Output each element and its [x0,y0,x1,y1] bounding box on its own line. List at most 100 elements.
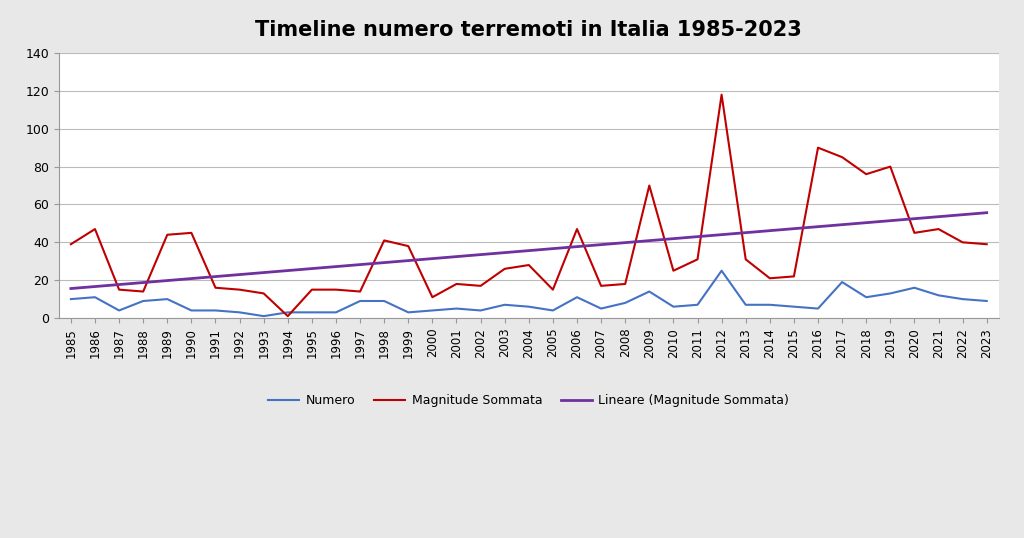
Magnitude Sommata [884,164,896,170]
Numero [908,285,921,291]
Lineare (Magnitude Sommata) [137,279,150,286]
Magnitude Sommata [764,275,776,281]
Magnitude Sommata [933,226,945,232]
Numero [161,296,173,302]
Lineare (Magnitude Sommata) [185,275,198,282]
Magnitude Sommata [860,171,872,178]
Numero [643,288,655,295]
Numero [787,303,800,310]
Magnitude Sommata [570,226,583,232]
Magnitude Sommata [499,266,511,272]
Magnitude Sommata [89,226,101,232]
Magnitude Sommata [908,230,921,236]
Numero [981,298,993,304]
Magnitude Sommata [258,290,270,296]
Magnitude Sommata [739,256,752,263]
Lineare (Magnitude Sommata) [787,225,800,232]
Lineare (Magnitude Sommata) [426,256,438,262]
Lineare (Magnitude Sommata) [716,231,728,238]
Legend: Numero, Magnitude Sommata, Lineare (Magnitude Sommata): Numero, Magnitude Sommata, Lineare (Magn… [263,390,795,413]
Numero [402,309,415,316]
Magnitude Sommata [836,154,848,160]
Magnitude Sommata [378,237,390,244]
Numero [233,309,246,316]
Lineare (Magnitude Sommata) [499,250,511,256]
Lineare (Magnitude Sommata) [330,264,342,270]
Lineare (Magnitude Sommata) [668,236,680,242]
Magnitude Sommata [209,285,221,291]
Lineare (Magnitude Sommata) [884,217,896,224]
Numero [474,307,486,314]
Magnitude Sommata [402,243,415,249]
Line: Lineare (Magnitude Sommata): Lineare (Magnitude Sommata) [71,213,987,288]
Magnitude Sommata [787,273,800,280]
Numero [209,307,221,314]
Lineare (Magnitude Sommata) [764,228,776,234]
Numero [739,302,752,308]
Lineare (Magnitude Sommata) [691,233,703,240]
Lineare (Magnitude Sommata) [547,245,559,252]
Numero [716,267,728,274]
Line: Magnitude Sommata: Magnitude Sommata [71,95,987,316]
Magnitude Sommata [113,286,125,293]
Lineare (Magnitude Sommata) [113,281,125,288]
Numero [65,296,77,302]
Magnitude Sommata [668,267,680,274]
Lineare (Magnitude Sommata) [933,214,945,220]
Lineare (Magnitude Sommata) [354,261,367,268]
Numero [499,302,511,308]
Lineare (Magnitude Sommata) [258,270,270,276]
Magnitude Sommata [956,239,969,245]
Magnitude Sommata [595,282,607,289]
Numero [620,300,632,306]
Lineare (Magnitude Sommata) [402,257,415,264]
Lineare (Magnitude Sommata) [570,243,583,250]
Numero [668,303,680,310]
Lineare (Magnitude Sommata) [739,229,752,236]
Lineare (Magnitude Sommata) [643,237,655,244]
Numero [764,302,776,308]
Lineare (Magnitude Sommata) [595,242,607,248]
Numero [933,292,945,299]
Magnitude Sommata [185,230,198,236]
Magnitude Sommata [233,286,246,293]
Numero [860,294,872,300]
Magnitude Sommata [354,288,367,295]
Numero [836,279,848,285]
Numero [691,302,703,308]
Lineare (Magnitude Sommata) [306,265,318,272]
Numero [426,307,438,314]
Numero [547,307,559,314]
Lineare (Magnitude Sommata) [451,253,463,260]
Numero [570,294,583,300]
Numero [956,296,969,302]
Lineare (Magnitude Sommata) [233,271,246,278]
Numero [89,294,101,300]
Line: Numero: Numero [71,271,987,316]
Lineare (Magnitude Sommata) [522,247,535,254]
Lineare (Magnitude Sommata) [956,211,969,218]
Magnitude Sommata [812,145,824,151]
Numero [522,303,535,310]
Numero [378,298,390,304]
Lineare (Magnitude Sommata) [65,285,77,292]
Magnitude Sommata [547,286,559,293]
Magnitude Sommata [691,256,703,263]
Numero [113,307,125,314]
Magnitude Sommata [161,231,173,238]
Title: Timeline numero terremoti in Italia 1985-2023: Timeline numero terremoti in Italia 1985… [255,20,802,40]
Lineare (Magnitude Sommata) [161,277,173,284]
Magnitude Sommata [522,262,535,268]
Lineare (Magnitude Sommata) [282,267,294,274]
Numero [282,309,294,316]
Numero [451,306,463,312]
Magnitude Sommata [451,281,463,287]
Magnitude Sommata [620,281,632,287]
Magnitude Sommata [65,241,77,247]
Lineare (Magnitude Sommata) [620,239,632,246]
Numero [595,306,607,312]
Magnitude Sommata [330,286,342,293]
Magnitude Sommata [643,182,655,189]
Magnitude Sommata [716,91,728,98]
Lineare (Magnitude Sommata) [836,222,848,228]
